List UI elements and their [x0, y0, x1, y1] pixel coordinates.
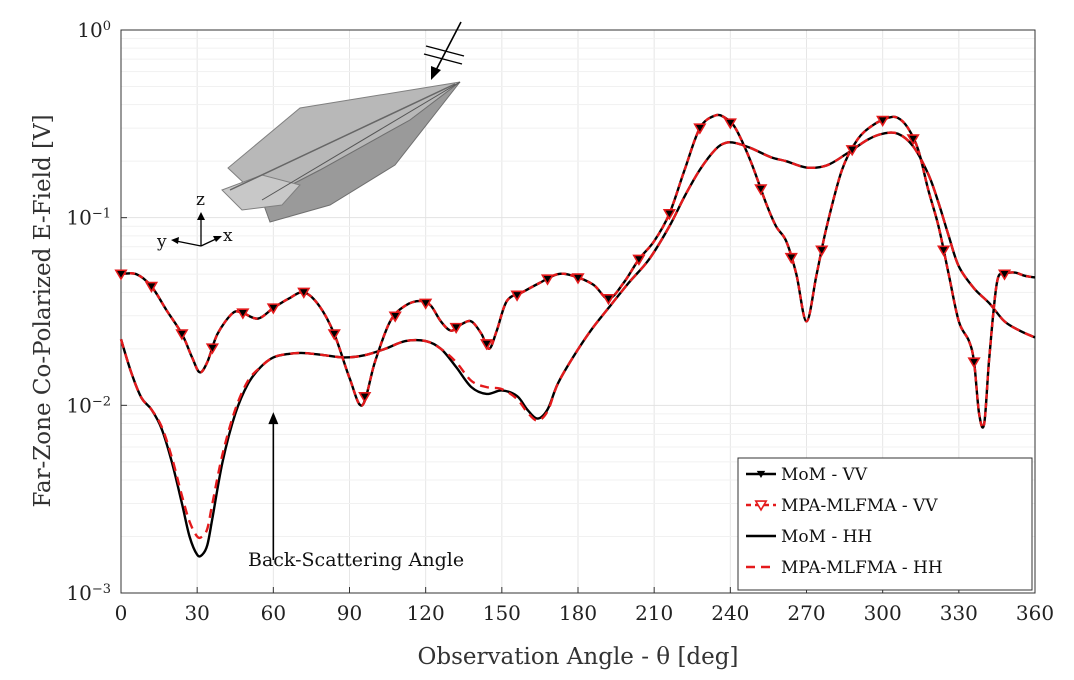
marker-vv-mpa: [876, 115, 890, 127]
aircraft-edge-line: [261, 81, 461, 201]
x-tick-label: 0: [115, 601, 128, 625]
y-tick-label: 10−2: [66, 393, 111, 417]
marker-vv-mpa: [205, 343, 219, 355]
legend-label-0: MoM - VV: [781, 465, 868, 485]
x-tick-label: 240: [711, 601, 749, 625]
markers-layer: [114, 115, 1012, 404]
series-line-1: [120, 113, 1036, 429]
x-axis-label: x: [223, 226, 233, 246]
z-axis-label: z: [196, 190, 205, 210]
x-tick-label: 270: [787, 601, 825, 625]
marker-vv-mpa: [601, 294, 616, 306]
marker-vv-mpa: [510, 290, 524, 302]
legend: MoM - VV MPA-MLFMA - VV MoM - HH MPA-MLFMA …: [737, 457, 1033, 591]
y-axis-line: [175, 240, 202, 247]
axis-ticks: 0 30 60 90 120 150 180 210 240 270 300 330 360 100 10−…: [66, 18, 1054, 625]
x-tick-label: 60: [261, 601, 286, 625]
back-scattering-arrowhead: [268, 412, 279, 425]
marker-vv-mpa: [144, 281, 159, 293]
marker-vv-mpa: [815, 245, 829, 257]
coordinate-axes-inset: z y x: [156, 190, 233, 252]
x-tick-label: 210: [635, 601, 673, 625]
x-tick-label: 180: [559, 601, 597, 625]
z-axis-arrowhead: [197, 212, 205, 220]
x-tick-label: 150: [483, 601, 521, 625]
back-scattering-annotation: Back-Scattering Angle: [248, 412, 464, 571]
marker-vv-mpa: [327, 329, 341, 341]
marker-vv-mpa: [754, 184, 768, 196]
aircraft-wing-lower: [261, 81, 461, 223]
marker-vv-mpa: [449, 322, 463, 335]
y-tick-label: 10−3: [66, 581, 111, 605]
back-scattering-label: Back-Scattering Angle: [248, 549, 464, 571]
marker-vv-mpa: [967, 357, 981, 369]
y-axis-title: Far-Zone Co-Polarized E-Field [V]: [30, 114, 56, 507]
series-line-2: [119, 131, 1036, 558]
legend-items: MoM - VV MPA-MLFMA - VV MoM - HH MPA-MLFMA …: [746, 465, 943, 578]
polarization-mark-2: [423, 53, 463, 65]
x-axis-arrowhead: [213, 236, 222, 242]
marker-vv-mpa: [358, 391, 372, 404]
x-tick-label: 300: [864, 601, 902, 625]
legend-marker-1: [754, 500, 768, 512]
marker-vv-mpa: [784, 252, 798, 265]
marker-vv-mpa: [419, 298, 433, 310]
marker-vv-mpa: [540, 274, 555, 286]
marker-vv-mpa: [175, 329, 189, 341]
y-axis-label: y: [156, 232, 167, 252]
x-tick-label: 120: [407, 601, 445, 625]
legend-label-3: MPA-MLFMA - HH: [781, 558, 943, 578]
x-tick-label: 330: [940, 601, 978, 625]
marker-vv-mpa: [388, 311, 402, 323]
marker-vv-mpa: [236, 308, 250, 320]
marker-vv-mpa: [571, 273, 585, 285]
legend-box: [737, 457, 1033, 591]
marker-vv-mpa: [723, 118, 737, 130]
x-axis-title: Observation Angle - θ [deg]: [418, 644, 739, 670]
marker-vv-mpa: [906, 134, 920, 146]
incident-wave-arrow: [433, 21, 462, 75]
polarization-mark-1: [425, 45, 465, 57]
marker-vv-mpa: [297, 287, 311, 299]
x-tick-label: 360: [1016, 601, 1054, 625]
y-tick-label: 10−1: [66, 206, 111, 230]
aircraft-model-inset: [221, 21, 465, 223]
marker-vv-mpa: [693, 123, 707, 135]
legend-marker-0: [756, 470, 766, 478]
series-line-3: [119, 131, 1036, 540]
marker-vv-mpa: [662, 208, 676, 221]
legend-label-1: MPA-MLFMA - VV: [781, 496, 938, 516]
marker-vv-mpa: [114, 269, 128, 281]
x-tick-label: 30: [184, 601, 209, 625]
legend-label-2: MoM - HH: [781, 527, 872, 547]
x-tick-label: 90: [337, 601, 362, 625]
marker-vv-mpa: [845, 145, 859, 157]
incident-wave-arrowhead: [431, 66, 441, 80]
marker-vv-mpa: [937, 245, 951, 257]
marker-vv-mpa: [266, 303, 280, 315]
y-axis-arrowhead: [171, 237, 179, 244]
marker-vv-mpa: [480, 339, 494, 351]
marker-vv-mpa: [632, 254, 646, 266]
marker-vv-mpa: [997, 269, 1012, 281]
aircraft-fuselage-line: [229, 83, 456, 191]
series-layer: [119, 113, 1036, 558]
y-tick-label: 100: [77, 18, 111, 42]
